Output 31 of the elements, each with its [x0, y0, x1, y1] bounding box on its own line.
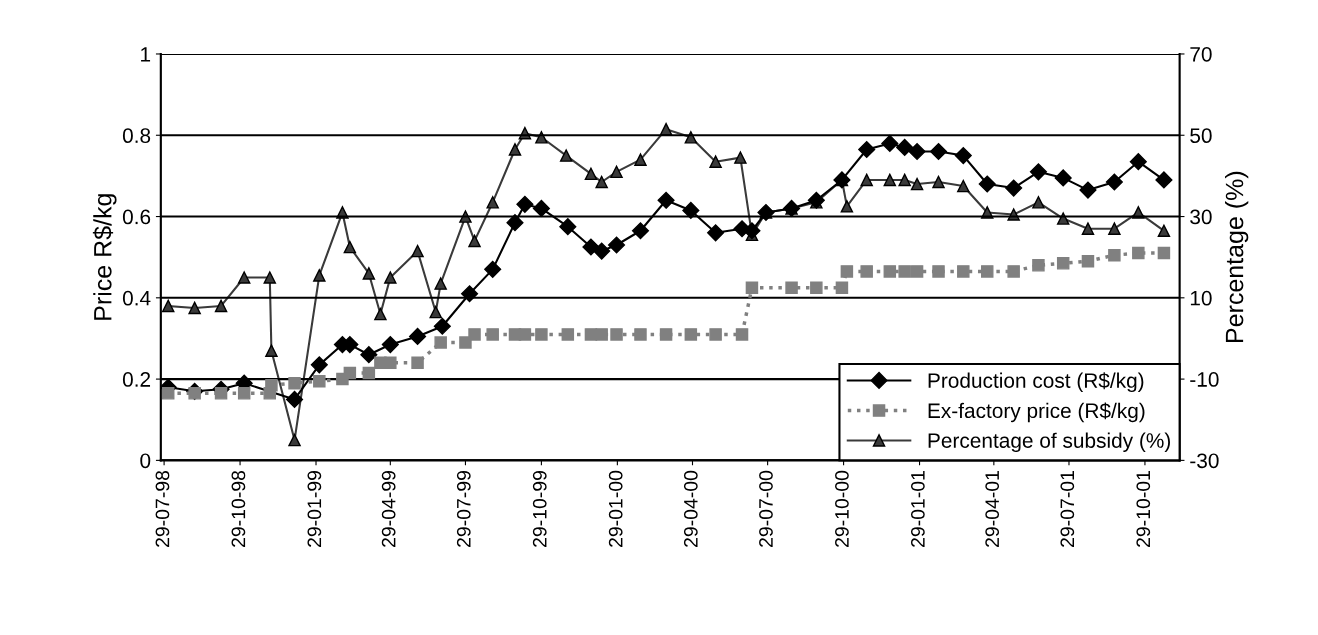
y2-tick-label: -10 — [1190, 372, 1219, 387]
y-tick-label: 0.2 — [122, 372, 151, 387]
y-tick-label: 0.6 — [122, 209, 151, 225]
x-tick-label: 29-10-98 — [231, 470, 246, 547]
y2-axis-title: Percentage (%) — [1225, 171, 1249, 342]
x-tick-label: 29-01-01 — [910, 471, 925, 547]
x-tick-label: 29-01-00 — [608, 470, 623, 547]
x-tick-label: 29-07-01 — [1060, 471, 1075, 547]
y2-tick-label: 30 — [1190, 209, 1212, 225]
legend-label: Ex-factory price (R$/kg) — [928, 402, 1145, 423]
x-tick-label: 29-07-98 — [155, 470, 170, 547]
legend-label: Percentage of subsidy (%) — [928, 432, 1170, 453]
y-axis-title: Price R$/kg — [92, 194, 117, 320]
x-tick-label: 29-07-99 — [456, 471, 471, 547]
x-tick-label: 29-04-99 — [381, 471, 396, 547]
x-tick-label: 29-07-00 — [759, 470, 773, 547]
y2-tick-label: 50 — [1190, 128, 1212, 144]
y2-tick-label: 70 — [1190, 46, 1212, 62]
x-tick-label: 29-04-01 — [985, 471, 1000, 547]
x-tick-label: 29-10-01 — [1136, 471, 1151, 547]
legend-label: Production cost (R$/kg) — [928, 372, 1144, 393]
x-tick-label: 29-10-00 — [835, 470, 849, 547]
y-tick-label: 0.4 — [122, 290, 151, 306]
y-tick-label: 0.8 — [122, 128, 151, 144]
y2-tick-label: 10 — [1190, 290, 1212, 306]
x-tick-label: 29-10-99 — [532, 471, 547, 547]
x-tick-label: 29-01-99 — [307, 471, 322, 547]
x-tick-label: 29-04-00 — [683, 470, 698, 547]
y2-tick-label: -30 — [1190, 453, 1219, 469]
y-tick-label: 1 — [141, 47, 151, 62]
y-tick-label: 0 — [140, 453, 151, 469]
